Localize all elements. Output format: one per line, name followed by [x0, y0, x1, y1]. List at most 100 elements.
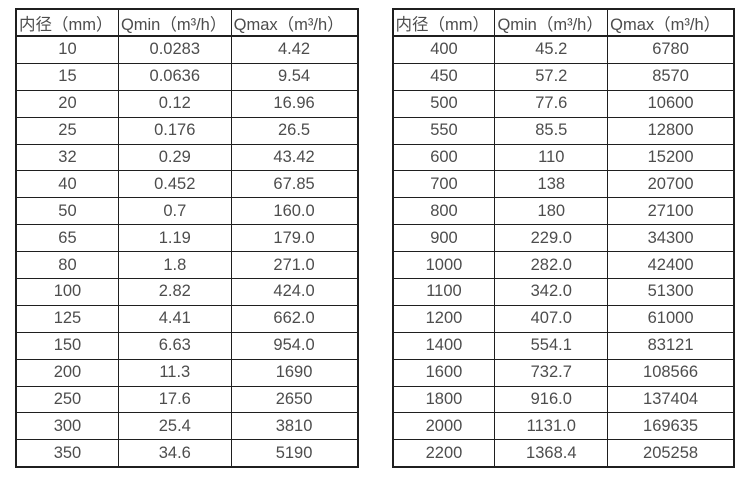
table-cell: 0.29 [117, 143, 232, 172]
table-cell: 0.12 [117, 89, 232, 118]
table-cell: 11.3 [117, 358, 232, 387]
table-cell: 34.6 [117, 439, 232, 468]
table-cell: 1400 [391, 331, 496, 360]
table-cell: 125 [15, 304, 119, 333]
table-cell: 550 [391, 116, 496, 145]
header-inner-diameter: 内径（mm） [15, 8, 119, 37]
table-body: 400 45.2 6780 450 57.2 8570 500 77.6 10600 550 85.… [391, 35, 735, 468]
header-qmax: Qmax（m³/h） [607, 8, 735, 37]
table-header: 内径（mm） Qmin（m³/h） Qmax（m³/h） [391, 8, 735, 37]
table-row: 1200 407.0 61000 [391, 304, 735, 333]
table-cell: 26.5 [230, 116, 359, 145]
header-qmin: Qmin（m³/h） [494, 8, 609, 37]
table-cell: 450 [391, 62, 496, 91]
table-cell: 6.63 [117, 331, 232, 360]
table-row: 200 11.3 1690 [15, 358, 359, 387]
table-row: 1800 916.0 137404 [391, 385, 735, 414]
table-cell: 2650 [230, 385, 359, 414]
table-cell: 1131.0 [494, 412, 609, 441]
table-row: 2000 1131.0 169635 [391, 412, 735, 441]
table-cell: 77.6 [494, 89, 609, 118]
table-cell: 271.0 [230, 251, 359, 280]
table-cell: 800 [391, 197, 496, 226]
table-cell: 1200 [391, 304, 496, 333]
table-cell: 0.176 [117, 116, 232, 145]
table-cell: 160.0 [230, 197, 359, 226]
table-cell: 342.0 [494, 278, 609, 306]
table-row: 40 0.452 67.85 [15, 170, 359, 199]
header-qmax: Qmax（m³/h） [230, 8, 359, 37]
table-cell: 282.0 [494, 251, 609, 280]
table-cell: 57.2 [494, 62, 609, 91]
table-cell: 200 [15, 358, 119, 387]
table-row: 700 138 20700 [391, 170, 735, 199]
table-cell: 732.7 [494, 358, 609, 387]
header-qmin: Qmin（m³/h） [117, 8, 232, 37]
table-cell: 108566 [607, 358, 735, 387]
table-cell: 61000 [607, 304, 735, 333]
table-cell: 0.0283 [117, 35, 232, 64]
table-row: 1600 732.7 108566 [391, 358, 735, 387]
table-cell: 180 [494, 197, 609, 226]
table-cell: 20700 [607, 170, 735, 199]
table-cell: 6780 [607, 35, 735, 64]
table-cell: 12800 [607, 116, 735, 145]
table-cell: 1600 [391, 358, 496, 387]
table-cell: 954.0 [230, 331, 359, 360]
table-cell: 15200 [607, 143, 735, 172]
table-cell: 2.82 [117, 278, 232, 306]
table-cell: 65 [15, 224, 119, 253]
table-cell: 83121 [607, 331, 735, 360]
table-cell: 16.96 [230, 89, 359, 118]
table-cell: 15 [15, 62, 119, 91]
flow-table-small-diameters: 内径（mm） Qmin（m³/h） Qmax（m³/h） 10 0.0283 4.4… [15, 8, 359, 469]
table-cell: 500 [391, 89, 496, 118]
table-cell: 0.7 [117, 197, 232, 226]
table-cell: 600 [391, 143, 496, 172]
table-row: 125 4.41 662.0 [15, 304, 359, 333]
table-cell: 1.19 [117, 224, 232, 253]
flow-table-large-diameters: 内径（mm） Qmin（m³/h） Qmax（m³/h） 400 45.2 6780… [391, 8, 735, 469]
table-cell: 100 [15, 278, 119, 306]
table-cell: 1690 [230, 358, 359, 387]
header-inner-diameter: 内径（mm） [391, 8, 496, 37]
header-row: 内径（mm） Qmin（m³/h） Qmax（m³/h） [15, 8, 359, 37]
table-cell: 4.42 [230, 35, 359, 64]
table-cell: 27100 [607, 197, 735, 226]
table-cell: 0.452 [117, 170, 232, 199]
table-row: 350 34.6 5190 [15, 439, 359, 468]
table-cell: 8570 [607, 62, 735, 91]
table-cell: 43.42 [230, 143, 359, 172]
table-cell: 229.0 [494, 224, 609, 253]
table-row: 150 6.63 954.0 [15, 331, 359, 360]
table-cell: 10600 [607, 89, 735, 118]
table-row: 800 180 27100 [391, 197, 735, 226]
table-row: 20 0.12 16.96 [15, 89, 359, 118]
table-row: 100 2.82 424.0 [15, 278, 359, 306]
table-row: 500 77.6 10600 [391, 89, 735, 118]
table-row: 1400 554.1 83121 [391, 331, 735, 360]
table-row: 900 229.0 34300 [391, 224, 735, 253]
table-cell: 2000 [391, 412, 496, 441]
table-cell: 1000 [391, 251, 496, 280]
table-cell: 169635 [607, 412, 735, 441]
table-cell: 17.6 [117, 385, 232, 414]
table-cell: 250 [15, 385, 119, 414]
table-cell: 10 [15, 35, 119, 64]
table-cell: 4.41 [117, 304, 232, 333]
table-cell: 179.0 [230, 224, 359, 253]
table-cell: 50 [15, 197, 119, 226]
table-cell: 45.2 [494, 35, 609, 64]
table-row: 25 0.176 26.5 [15, 116, 359, 145]
table-cell: 51300 [607, 278, 735, 306]
table-row: 250 17.6 2650 [15, 385, 359, 414]
table-cell: 80 [15, 251, 119, 280]
table-row: 450 57.2 8570 [391, 62, 735, 91]
table-cell: 25.4 [117, 412, 232, 441]
table-cell: 3810 [230, 412, 359, 441]
table-cell: 2200 [391, 439, 496, 468]
table-cell: 554.1 [494, 331, 609, 360]
table-row: 2200 1368.4 205258 [391, 439, 735, 468]
table-cell: 40 [15, 170, 119, 199]
table-row: 600 110 15200 [391, 143, 735, 172]
